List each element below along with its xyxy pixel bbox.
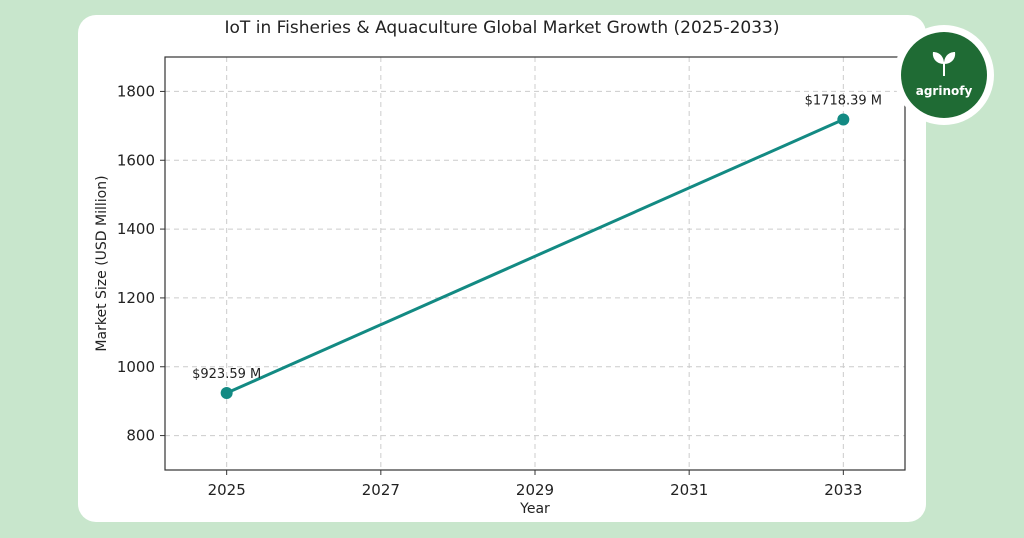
x-tick-label: 2025 bbox=[208, 481, 246, 499]
y-tick-label: 1200 bbox=[117, 289, 155, 307]
series-line bbox=[226, 118, 844, 395]
data-point bbox=[837, 113, 850, 126]
x-tick-label: 2031 bbox=[670, 481, 708, 499]
y-tick-label: 1400 bbox=[117, 220, 155, 238]
x-tick-label: 2029 bbox=[516, 481, 554, 499]
data-point bbox=[220, 387, 233, 400]
y-axis-label: Market Size (USD Million) bbox=[94, 175, 110, 351]
chart-title: IoT in Fisheries & Aquaculture Global Ma… bbox=[224, 18, 780, 38]
leaf-icon bbox=[932, 52, 956, 77]
y-tick-label: 1800 bbox=[117, 82, 155, 100]
y-tick-label: 1600 bbox=[117, 151, 155, 169]
data-label: $1718.39 M bbox=[805, 94, 882, 109]
brand-name: agrinofy bbox=[915, 84, 973, 98]
x-tick-label: 2027 bbox=[362, 481, 400, 499]
chart-card bbox=[78, 15, 926, 522]
x-tick-label: 2033 bbox=[824, 481, 862, 499]
brand-logo-badge: agrinofy bbox=[901, 32, 987, 118]
x-axis-label: Year bbox=[519, 501, 550, 517]
y-tick-label: 1000 bbox=[117, 358, 155, 376]
data-label: $923.59 M bbox=[192, 367, 261, 382]
brand-logo: agrinofy bbox=[894, 25, 994, 125]
y-tick-label: 800 bbox=[126, 427, 155, 445]
